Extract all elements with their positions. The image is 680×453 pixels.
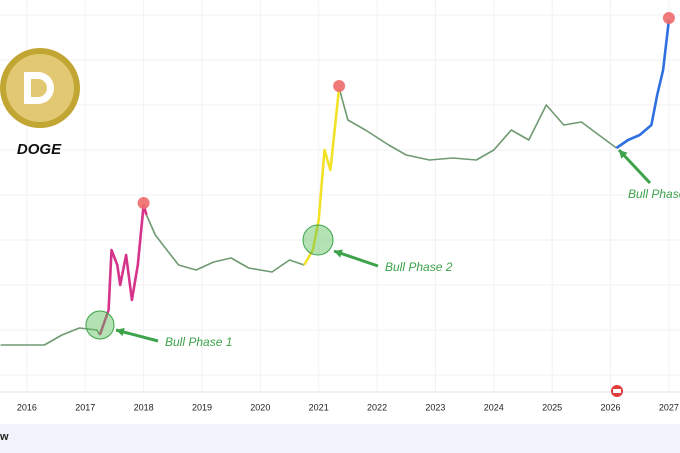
- annotation: Bull Phase: [628, 187, 680, 201]
- logo: [0, 48, 80, 128]
- x-tick-label: 2022: [367, 402, 387, 412]
- chart-title: DOGE: [17, 141, 62, 158]
- footer-text: w: [0, 431, 9, 443]
- price-line: [0, 87, 617, 346]
- x-tick-label: 2024: [484, 402, 504, 412]
- x-tick-label: 2018: [134, 402, 154, 412]
- arrow-head: [334, 249, 343, 258]
- x-tick-label: 2017: [75, 402, 95, 412]
- peak-dot: [662, 12, 675, 24]
- x-tick-label: 2027: [659, 402, 679, 412]
- logo-d: [24, 72, 54, 104]
- annotation: Bull Phase 1: [165, 335, 232, 349]
- price-line: [98, 203, 148, 336]
- peak-dot: [333, 80, 346, 92]
- footer-bar: [0, 424, 680, 453]
- arrow-head: [116, 327, 125, 337]
- price-line: [302, 87, 341, 266]
- annotation: Bull Phase 2: [385, 260, 453, 274]
- phase-circle: [302, 224, 334, 256]
- arrow-head: [619, 150, 628, 159]
- grid: [0, 0, 680, 392]
- x-tick-label: 2021: [309, 402, 329, 412]
- x-tick-label: 2023: [425, 402, 445, 412]
- x-tick-label: 2026: [601, 402, 621, 412]
- phase-circle: [85, 310, 115, 340]
- flag-icon: [611, 385, 623, 397]
- price-line: [615, 19, 671, 150]
- x-tick-label: 2016: [17, 402, 37, 412]
- x-tick-label: 2019: [192, 402, 212, 412]
- x-tick-label: 2020: [250, 402, 270, 412]
- peak-dot: [137, 197, 150, 209]
- logo-face: [6, 54, 74, 122]
- x-tick-label: 2025: [542, 402, 562, 412]
